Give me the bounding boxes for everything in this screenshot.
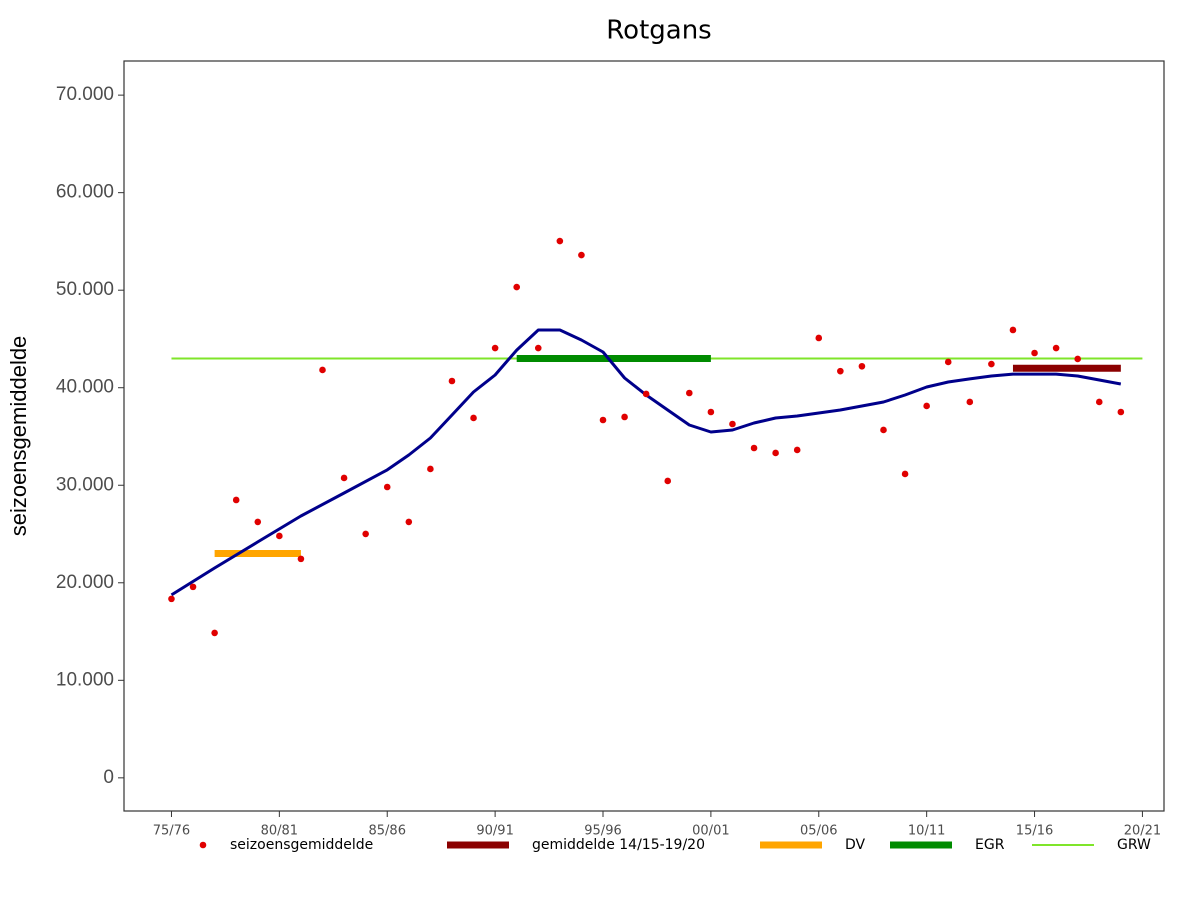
- data-point: [966, 398, 974, 406]
- legend-label: DV: [845, 837, 866, 853]
- data-point: [707, 408, 715, 416]
- data-point: [189, 583, 197, 591]
- data-point: [491, 344, 499, 352]
- data-point: [599, 416, 607, 424]
- data-point: [1095, 398, 1103, 406]
- data-point: [232, 496, 240, 504]
- data-point: [276, 532, 283, 540]
- data-point: [448, 377, 456, 385]
- y-tick-label: 20.000: [56, 572, 114, 593]
- data-point: [880, 426, 887, 434]
- x-tick-label: 80/81: [261, 824, 298, 839]
- data-point: [211, 629, 218, 637]
- legend-symbol: [199, 841, 207, 849]
- chart-title: Rotgans: [606, 16, 711, 46]
- smooth-line: [170, 328, 1122, 597]
- data-point: [923, 402, 930, 410]
- data-point: [297, 555, 305, 563]
- data-point: [750, 444, 758, 452]
- data-point: [556, 237, 564, 245]
- data-point: [513, 283, 520, 291]
- y-tick-label: 30.000: [56, 474, 114, 495]
- x-tick-label: 90/91: [476, 824, 513, 839]
- data-point: [254, 518, 262, 526]
- y-tick-label: 0: [103, 767, 114, 788]
- y-tick-label: 70.000: [56, 84, 114, 105]
- x-tick-label: 05/06: [800, 824, 837, 839]
- data-point: [470, 414, 477, 422]
- data-point: [815, 334, 823, 342]
- y-tick-label: 40.000: [56, 377, 114, 398]
- legend-label: EGR: [975, 837, 1005, 853]
- plot-frame: [123, 60, 1165, 812]
- x-tick-label: 75/76: [153, 824, 190, 839]
- y-axis-label: seizoensgemiddelde: [6, 336, 31, 537]
- data-point: [1009, 326, 1017, 334]
- x-tick-label: 20/21: [1124, 824, 1161, 839]
- data-point: [944, 358, 952, 366]
- data-point: [686, 389, 693, 397]
- data-point: [1052, 344, 1060, 352]
- y-tick-label: 60.000: [56, 182, 114, 203]
- legend-label: gemiddelde 14/15-19/20: [532, 837, 705, 853]
- data-point: [405, 518, 413, 526]
- legend-label: GRW: [1117, 837, 1151, 853]
- data-point: [1031, 349, 1038, 357]
- data-point: [793, 446, 801, 454]
- data-point: [427, 465, 434, 473]
- data-point: [340, 474, 348, 482]
- data-point: [642, 390, 650, 398]
- data-point: [772, 449, 779, 457]
- data-point: [319, 366, 326, 374]
- data-point: [362, 530, 369, 538]
- data-point: [837, 367, 844, 375]
- data-point: [988, 360, 995, 368]
- y-tick-label: 10.000: [56, 669, 114, 690]
- x-tick-label: 85/86: [369, 824, 406, 839]
- data-point: [901, 470, 909, 478]
- data-point: [1117, 408, 1125, 416]
- x-tick-label: 00/01: [692, 824, 729, 839]
- y-tick-label: 50.000: [56, 279, 114, 300]
- data-point: [383, 483, 391, 491]
- data-point: [578, 251, 585, 259]
- data-point: [1074, 355, 1081, 363]
- data-point: [534, 344, 542, 352]
- data-point: [664, 477, 672, 485]
- x-tick-label: 10/11: [908, 824, 945, 839]
- x-tick-label: 15/16: [1016, 824, 1053, 839]
- legend-label: seizoensgemiddelde: [230, 837, 373, 853]
- data-point: [168, 595, 175, 603]
- x-tick-label: 95/96: [584, 824, 621, 839]
- data-point: [858, 362, 866, 370]
- data-point: [621, 413, 628, 421]
- data-point: [729, 420, 736, 428]
